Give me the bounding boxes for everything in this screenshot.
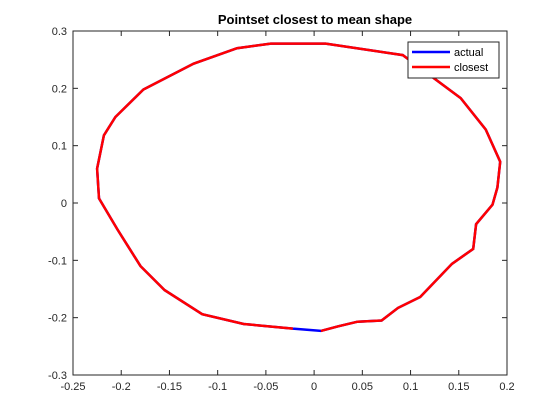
- x-tick-label: -0.2: [112, 381, 131, 393]
- y-tick-label: 0.3: [52, 26, 67, 38]
- x-tick-label: -0.05: [253, 381, 278, 393]
- y-tick-label: 0: [61, 198, 67, 210]
- x-tick-label: 0: [311, 381, 317, 393]
- x-tick-label: -0.25: [60, 381, 85, 393]
- legend-label: closest: [454, 62, 488, 74]
- legend-box: [407, 41, 500, 79]
- x-tick-label: 0.15: [448, 381, 469, 393]
- y-tick-label: 0.2: [52, 83, 67, 95]
- x-tick-label: 0.05: [352, 381, 373, 393]
- y-tick-label: -0.1: [48, 255, 67, 267]
- legend-label: actual: [454, 47, 483, 59]
- y-tick-label: -0.2: [48, 313, 67, 325]
- y-tick-label: -0.3: [48, 370, 67, 382]
- chart-title: Pointset closest to mean shape: [218, 12, 412, 27]
- x-tick-label: 0.2: [499, 381, 514, 393]
- legend: actual closest: [407, 41, 500, 79]
- y-axis: -0.3 -0.2 -0.1 0 0.1 0.2 0.3: [48, 26, 507, 382]
- x-tick-label: 0.1: [403, 381, 418, 393]
- x-axis: -0.25 -0.2 -0.15 -0.1 -0.05 0 0.05 0.1 0.15 0.2: [60, 31, 515, 393]
- series-line-closest: [95, 42, 502, 333]
- x-tick-label: -0.1: [208, 381, 227, 393]
- plot-area: [95, 42, 502, 333]
- y-tick-label: 0.1: [52, 141, 67, 153]
- x-tick-label: -0.15: [157, 381, 182, 393]
